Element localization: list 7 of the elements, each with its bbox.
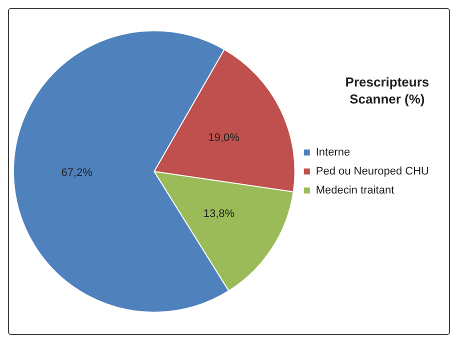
data-label: 19,0% (208, 132, 240, 144)
data-label: 67,2% (61, 166, 93, 179)
legend-label: Ped ou Neuroped CHU (316, 166, 430, 178)
legend-label: Interne (316, 146, 350, 159)
chart-title: Prescripteurs Scanner (%) (345, 74, 430, 107)
data-label: 13,8% (203, 208, 235, 220)
legend-label: Medecin traitant (316, 184, 394, 197)
